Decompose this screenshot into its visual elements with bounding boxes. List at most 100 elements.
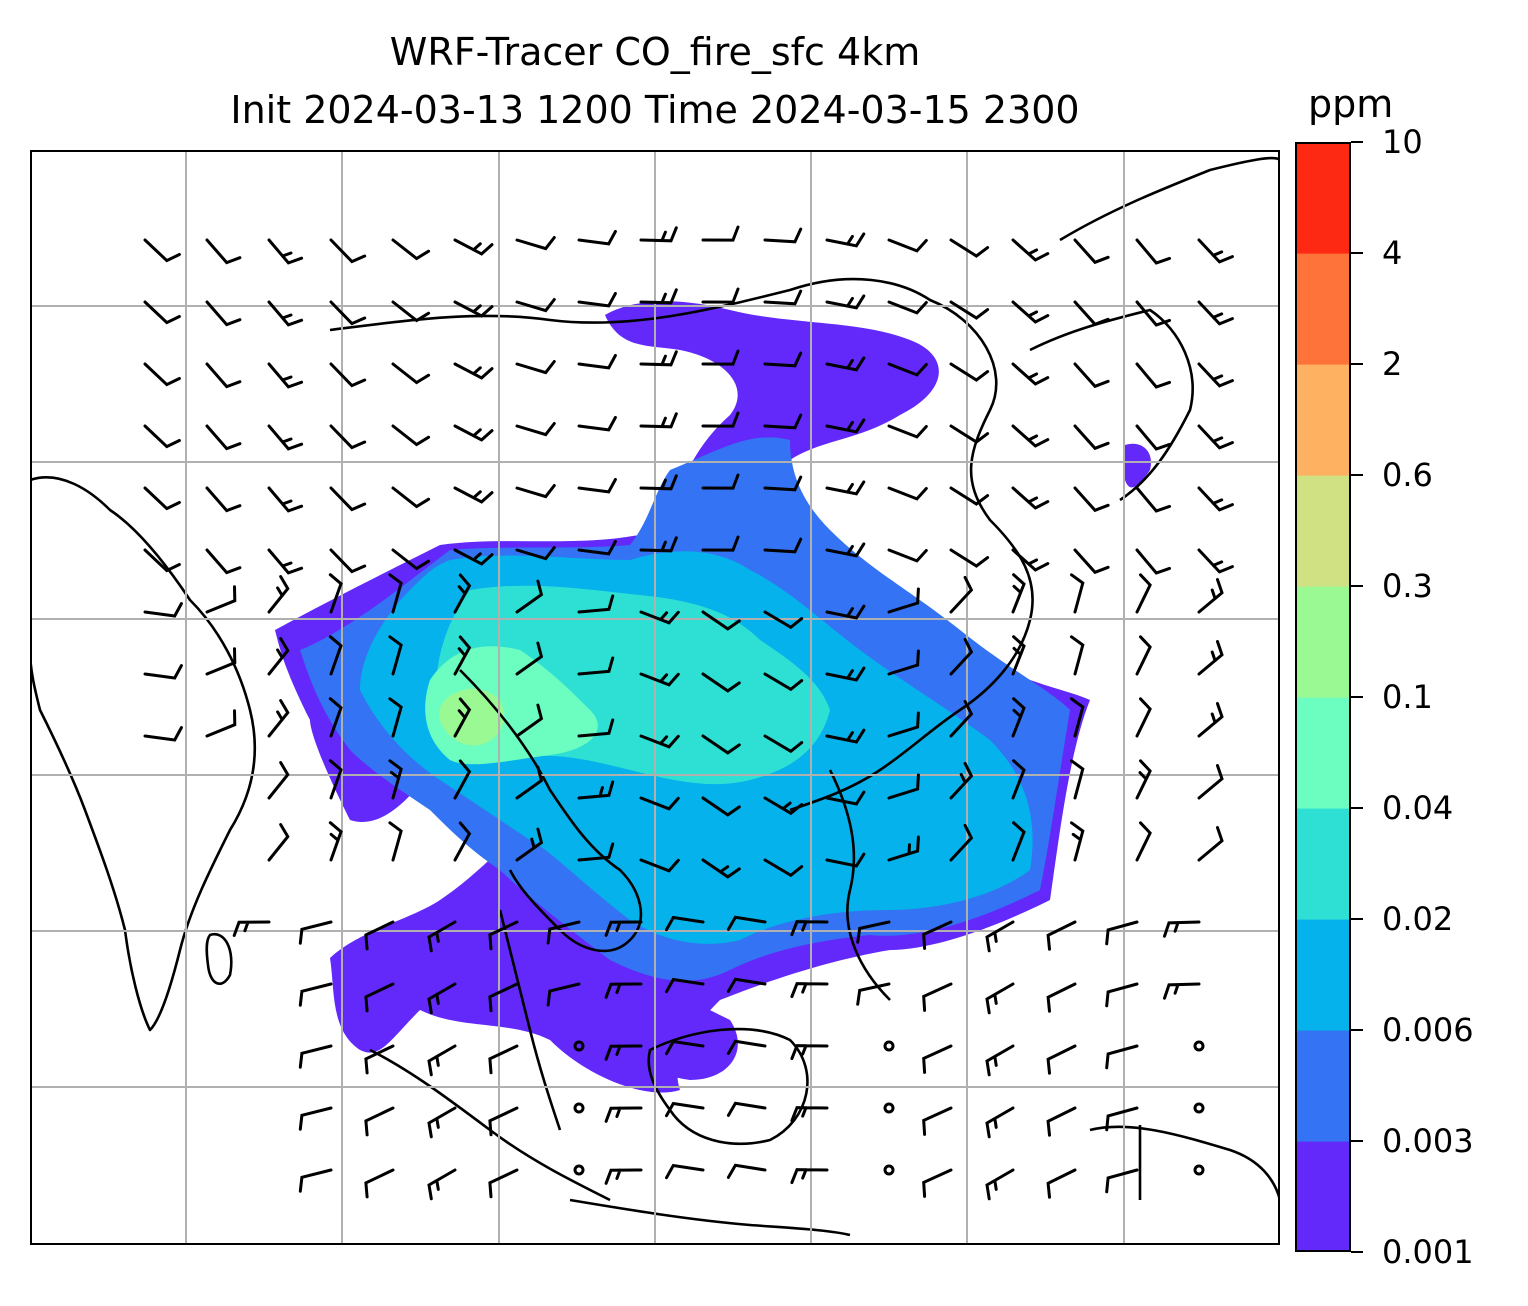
wind-barb (922, 982, 953, 1012)
colorbar-tick (1351, 252, 1363, 254)
wind-barb (427, 920, 457, 953)
wind-barb-calm (883, 1102, 895, 1114)
wind-barb (577, 230, 617, 246)
wind-barb (1135, 486, 1171, 513)
wind-barb (763, 672, 804, 692)
wind-barb (887, 548, 928, 563)
colorbar-unit: ppm (1308, 82, 1394, 126)
wind-barb (985, 920, 1015, 953)
wind-barb (1135, 238, 1171, 265)
colorbar-label: 0.006 (1382, 1011, 1474, 1049)
wind-barb (298, 920, 333, 945)
wind-barb (639, 610, 680, 625)
wind-barb (825, 356, 866, 372)
wind-barb (790, 1106, 829, 1123)
wind-barb (267, 699, 290, 738)
wind-barb (1135, 635, 1152, 676)
wind-barb (922, 1106, 953, 1136)
coast-srilanka (205, 932, 233, 985)
colorbar-label: 0.04 (1382, 789, 1454, 827)
wind-barb (887, 711, 920, 738)
wind-barb (701, 411, 740, 428)
wind-barb (1135, 821, 1152, 862)
wind-barb (825, 294, 866, 310)
wind-barb (1046, 982, 1077, 1013)
wind-barb (949, 362, 990, 382)
wind-barb (604, 920, 643, 937)
map-title-line2: Init 2024-03-13 1200 Time 2024-03-15 230… (230, 88, 1080, 132)
wind-barb (1011, 548, 1050, 572)
wind-barb (763, 413, 803, 430)
coast-china (329, 277, 1034, 812)
wind-barb (790, 1168, 829, 1185)
wind-barb (298, 1168, 333, 1193)
wind-barb (205, 300, 242, 327)
wind-barb-calm (883, 1040, 895, 1052)
wind-barb (364, 920, 395, 951)
wind-barb (205, 585, 237, 614)
wind-barb (515, 484, 556, 499)
wind-barb (453, 821, 472, 862)
wind-barb (763, 351, 803, 368)
wind-barb (790, 920, 829, 937)
wind-barb (1105, 1106, 1139, 1132)
coast-newguinea (1089, 1125, 1280, 1201)
wind-barb (364, 1106, 395, 1137)
wind-barb (639, 226, 678, 243)
wind-barb (856, 982, 891, 1006)
wind-barb (701, 535, 740, 552)
plume-band-01 (439, 688, 504, 746)
wind-barb (1011, 362, 1050, 386)
wind-barb (856, 920, 891, 944)
wind-barb (825, 542, 866, 558)
wind-barb (763, 734, 804, 754)
wind-barb (427, 982, 457, 1015)
coast-malaya (498, 909, 562, 1131)
wind-barb (825, 418, 866, 434)
wind-barb (427, 1168, 457, 1201)
colorbar-label: 4 (1382, 234, 1403, 272)
colorbar-label: 0.6 (1382, 456, 1433, 494)
wind-barb (1163, 920, 1201, 938)
wind-barb (577, 478, 617, 494)
wind-barb (388, 635, 403, 676)
wind-barb (1135, 424, 1171, 451)
wind-barb (267, 575, 290, 614)
wind-barb-calm (573, 1164, 585, 1176)
wind-barb (329, 486, 367, 512)
wind-barb (1197, 764, 1224, 800)
colorbar-label: 0.02 (1382, 900, 1454, 938)
wind-barb (665, 1163, 705, 1180)
wind-barb (453, 424, 494, 442)
colorbar-swatch (1295, 1030, 1351, 1142)
wind-barb (453, 300, 494, 318)
wind-barb (887, 362, 928, 377)
colorbar-label: 10 (1382, 123, 1423, 161)
wind-barb (391, 362, 431, 385)
colorbar-tick (1351, 918, 1363, 920)
wind-barb (1197, 238, 1234, 264)
wind-barb (391, 548, 431, 571)
wind-barb (515, 422, 556, 437)
wind-barb (267, 823, 290, 862)
wind-barb (577, 718, 615, 738)
wind-barb (763, 610, 804, 630)
wind-barb (949, 575, 974, 614)
wind-barb (825, 852, 866, 868)
wind-barb (701, 796, 741, 817)
wind-barb (515, 703, 544, 738)
wind-barb (267, 238, 304, 265)
wind-barb (364, 1044, 395, 1075)
wind-barb (388, 573, 403, 614)
wind-barb (1197, 300, 1234, 326)
wind-barb (546, 920, 581, 945)
wind-barb (143, 548, 181, 573)
wind-barb (949, 424, 990, 444)
wind-barb (949, 548, 990, 568)
colorbar-label: 0.1 (1382, 678, 1433, 716)
wind-barb (329, 362, 367, 388)
wind-barb (329, 300, 367, 326)
wind-barb (143, 238, 181, 263)
wind-barb (639, 536, 678, 553)
wind-barb (887, 424, 928, 439)
